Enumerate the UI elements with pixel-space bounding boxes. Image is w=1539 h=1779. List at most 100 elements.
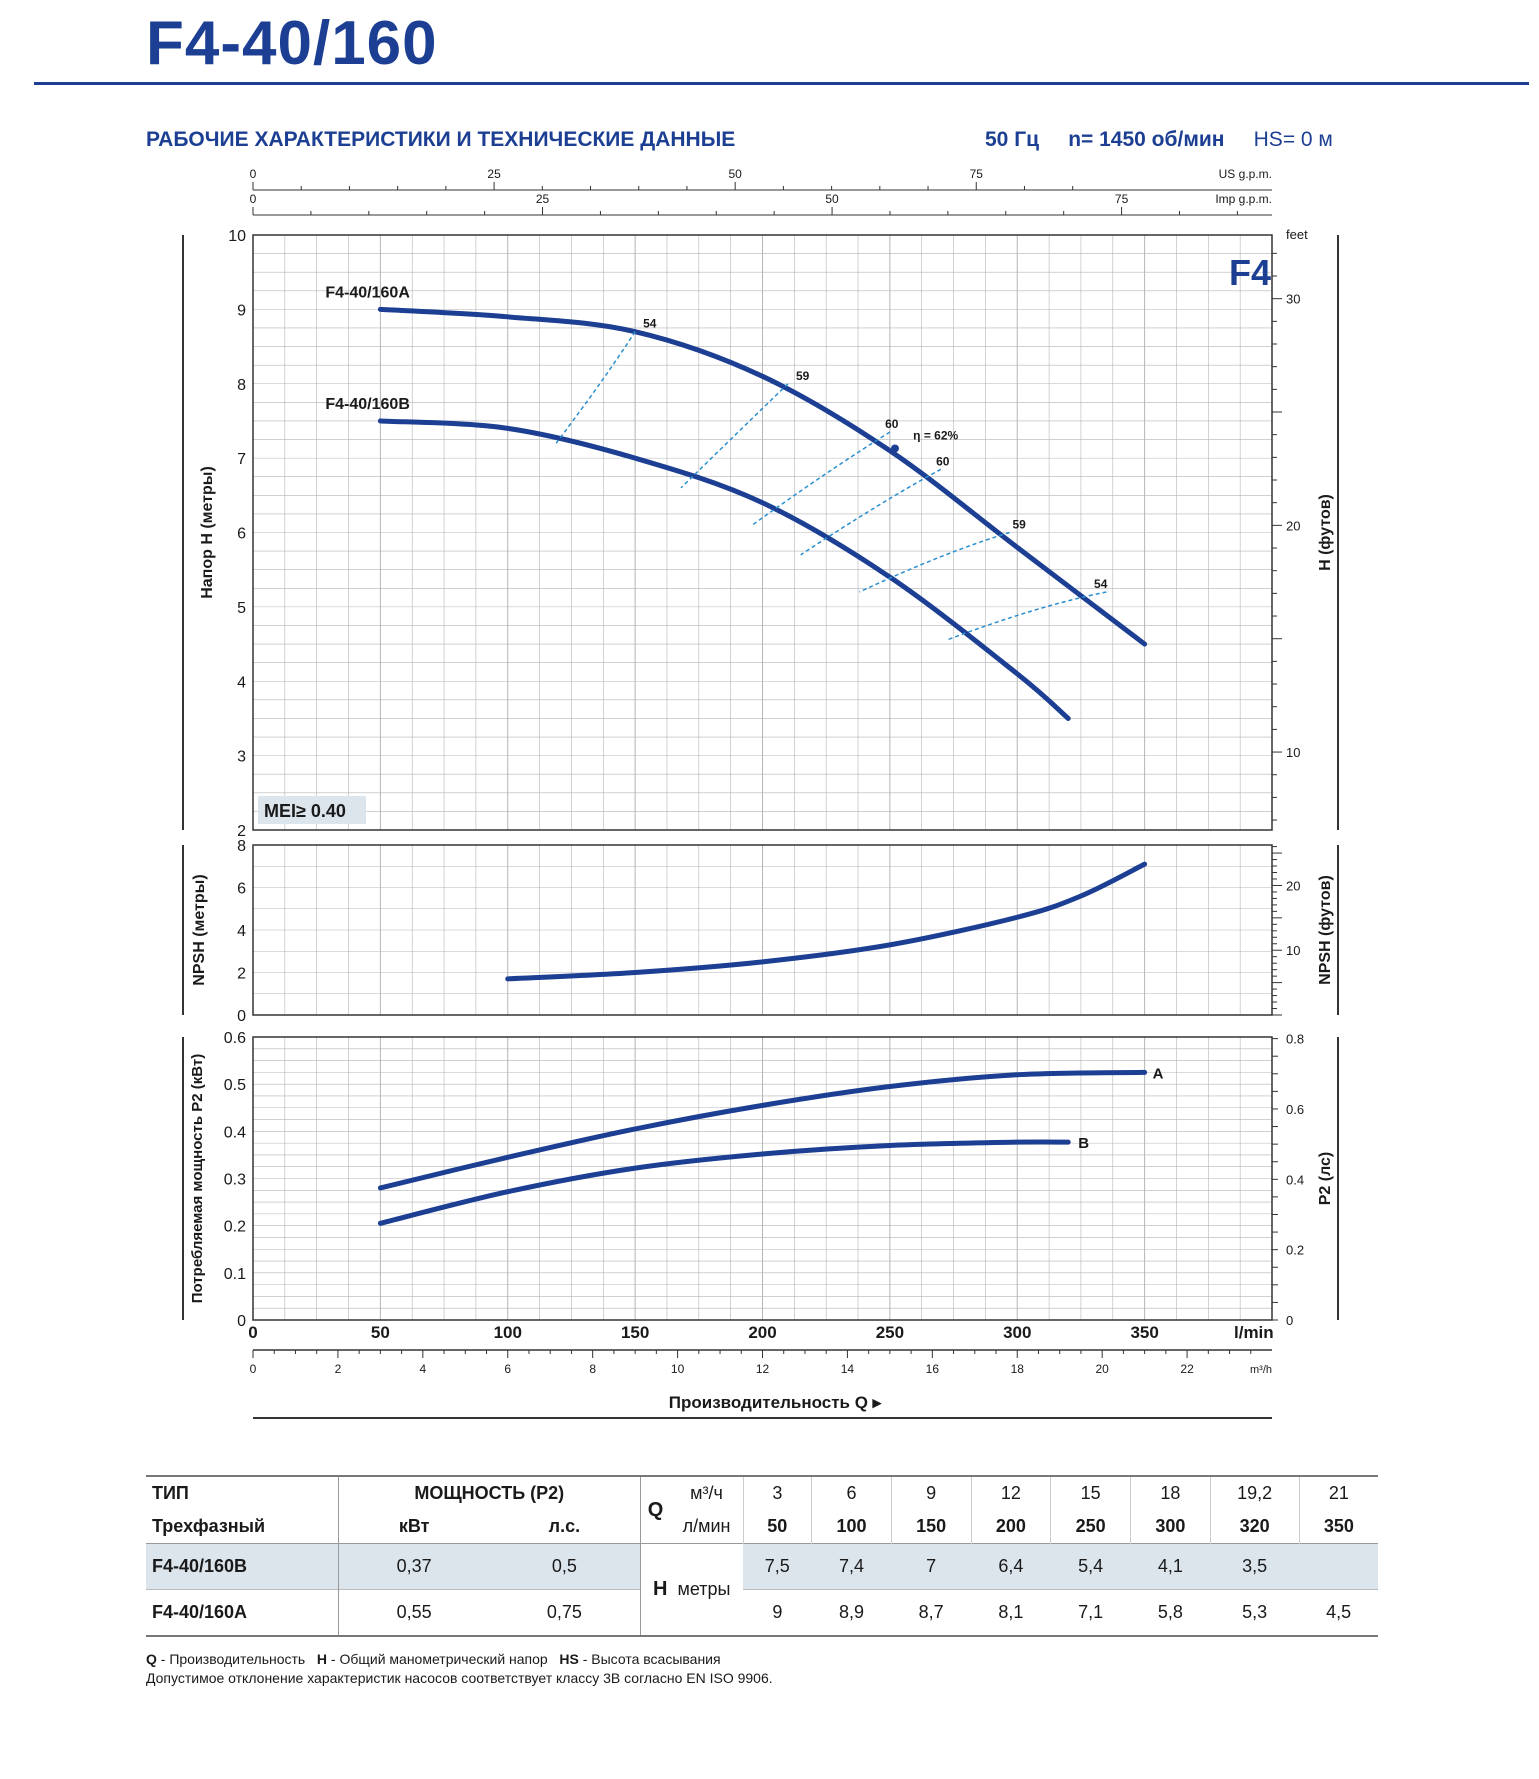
note-hs: HS [559,1651,579,1667]
h-cell: 4,5 [1326,1601,1352,1622]
top-tick-label: 0 [250,192,257,206]
m3h-cell: 18 [1129,1476,1211,1510]
x-tick-label-m3h: 8 [589,1362,596,1376]
y-axis-title: Потребляемая мощность P2 (кВт) [189,1054,206,1304]
right-tick-label: 10 [1286,745,1300,760]
top-tick-label: 75 [1115,192,1129,206]
h-cell: 8,7 [918,1601,944,1622]
power-label-b: B [1078,1135,1089,1152]
npsh-curve [505,861,1148,982]
m3h-cell: 19,2 [1209,1476,1300,1510]
model-title: F4-40/160 [146,9,438,78]
y-tick-label: 0.6 [224,1030,246,1047]
x-tick-label-m3h: 0 [250,1362,257,1376]
y-tick-label: 3 [237,749,246,766]
right-unit-label: feet [1286,227,1308,242]
y-tick-label: 4 [237,923,246,940]
x-tick-label-lmin: 100 [494,1323,522,1342]
efficiency-label: 54 [1094,577,1108,591]
m3h-cell: 12 [970,1476,1051,1510]
y-tick-label: 10 [228,228,246,245]
x-unit-m3h: m³/h [1250,1364,1272,1376]
speed: n= 1450 об/мин [1068,128,1225,151]
h-cell [1299,1543,1378,1590]
kw-cell: 0,37 [338,1543,490,1590]
y-axis-title-right: NPSH (футов) [1317,875,1334,985]
h-cell: 6,4 [971,1543,1051,1590]
h-unit: метры [677,1578,731,1599]
plot-frame [252,234,1273,831]
efficiency-label: 60 [885,417,899,431]
top-tick-label: 0 [250,167,257,181]
y-tick-label: 0 [237,1008,246,1025]
right-tick-label: 0.8 [1286,1032,1304,1047]
lmin-cell: 50 [742,1510,812,1544]
table-row: F4-40/160A 0,55 0,75 9 8,9 8,7 8,1 7,1 5… [146,1589,1378,1636]
efficiency-isoline [800,468,942,556]
unit-m3h: м³/ч [690,1483,723,1503]
y-tick-label: 8 [237,838,246,855]
h-cell: 9 [772,1601,783,1622]
y-tick-label: 6 [237,526,246,543]
y-axis-title: NPSH (метры) [191,874,208,985]
x-axis-title: Производительность Q ▸ [669,1393,883,1412]
h-symbol: H [653,1577,668,1600]
lmin-cell: 150 [890,1510,972,1544]
frequency: 50 Гц [985,128,1040,151]
power-label-a: A [1153,1065,1164,1082]
y-tick-label: 0 [237,1313,246,1330]
x-tick-label-m3h: 2 [335,1362,342,1376]
lmin-cell: 300 [1129,1510,1211,1544]
m3h-cell: 3 [742,1476,812,1510]
table-header-row-2: Трехфазный кВт л.с. л/мин 50 100 150 200… [146,1510,1378,1544]
y-tick-label: 8 [237,377,246,394]
col-type: ТИП [152,1483,189,1503]
x-tick-label-lmin: 0 [248,1323,257,1342]
y-tick-label: 2 [237,966,246,983]
x-tick-label-lmin: 300 [1003,1323,1031,1342]
model-cell: F4-40/160A [152,1601,248,1622]
x-tick-label-m3h: 16 [926,1362,940,1376]
phase-label: Трехфазный [152,1516,266,1536]
m3h-cell: 9 [890,1476,972,1510]
power-curve-b [377,1139,1071,1226]
x-tick-label-lmin: 150 [621,1323,649,1342]
plot-frame [252,844,1273,1016]
power-curve-a [377,1069,1148,1191]
y-tick-label: 7 [237,451,246,468]
top-tick-label: 25 [487,167,501,181]
h-label: H метры [639,1543,744,1636]
right-tick-label: 0.6 [1286,1102,1304,1117]
right-tick-label: 0 [1286,1313,1293,1328]
h-cell: 8,9 [838,1601,864,1622]
head-curve-a [377,306,1148,647]
right-tick-label: 0.4 [1286,1172,1304,1187]
efficiency-label: 60 [936,454,950,468]
h-cell: 7,4 [811,1543,892,1590]
y-tick-label: 0.1 [224,1266,246,1283]
right-tick-label: 0.2 [1286,1243,1304,1258]
h-cell: 3,5 [1210,1543,1300,1590]
y-axis-title-right: P2 (лс) [1317,1152,1334,1206]
bep-point [890,444,899,453]
suction-height: HS= 0 м [1253,128,1333,151]
x-tick-label-m3h: 20 [1095,1362,1109,1376]
efficiency-isoline [945,591,1107,642]
m3h-cell: 6 [811,1476,892,1510]
y-tick-label: 0.3 [224,1172,246,1189]
unit-kw: кВт [338,1510,490,1544]
y-tick-label: 6 [237,881,246,898]
footnote-tolerance: Допустимое отклонение характеристик насо… [146,1670,773,1686]
y-tick-label: 0.5 [224,1077,246,1094]
lmin-cell: 250 [1050,1510,1131,1544]
note-h: H [316,1651,328,1667]
top-tick-label: 25 [536,192,550,206]
kw-cell: 0,55 [338,1589,490,1636]
efficiency-label: η = 62% [913,428,958,442]
note-q: Q [146,1651,157,1667]
m3h-cell: 15 [1050,1476,1131,1510]
efficiency-isoline [858,531,1010,593]
plot-frame [252,1036,1273,1321]
note-h-text: - Общий манометрический напор [327,1651,548,1667]
